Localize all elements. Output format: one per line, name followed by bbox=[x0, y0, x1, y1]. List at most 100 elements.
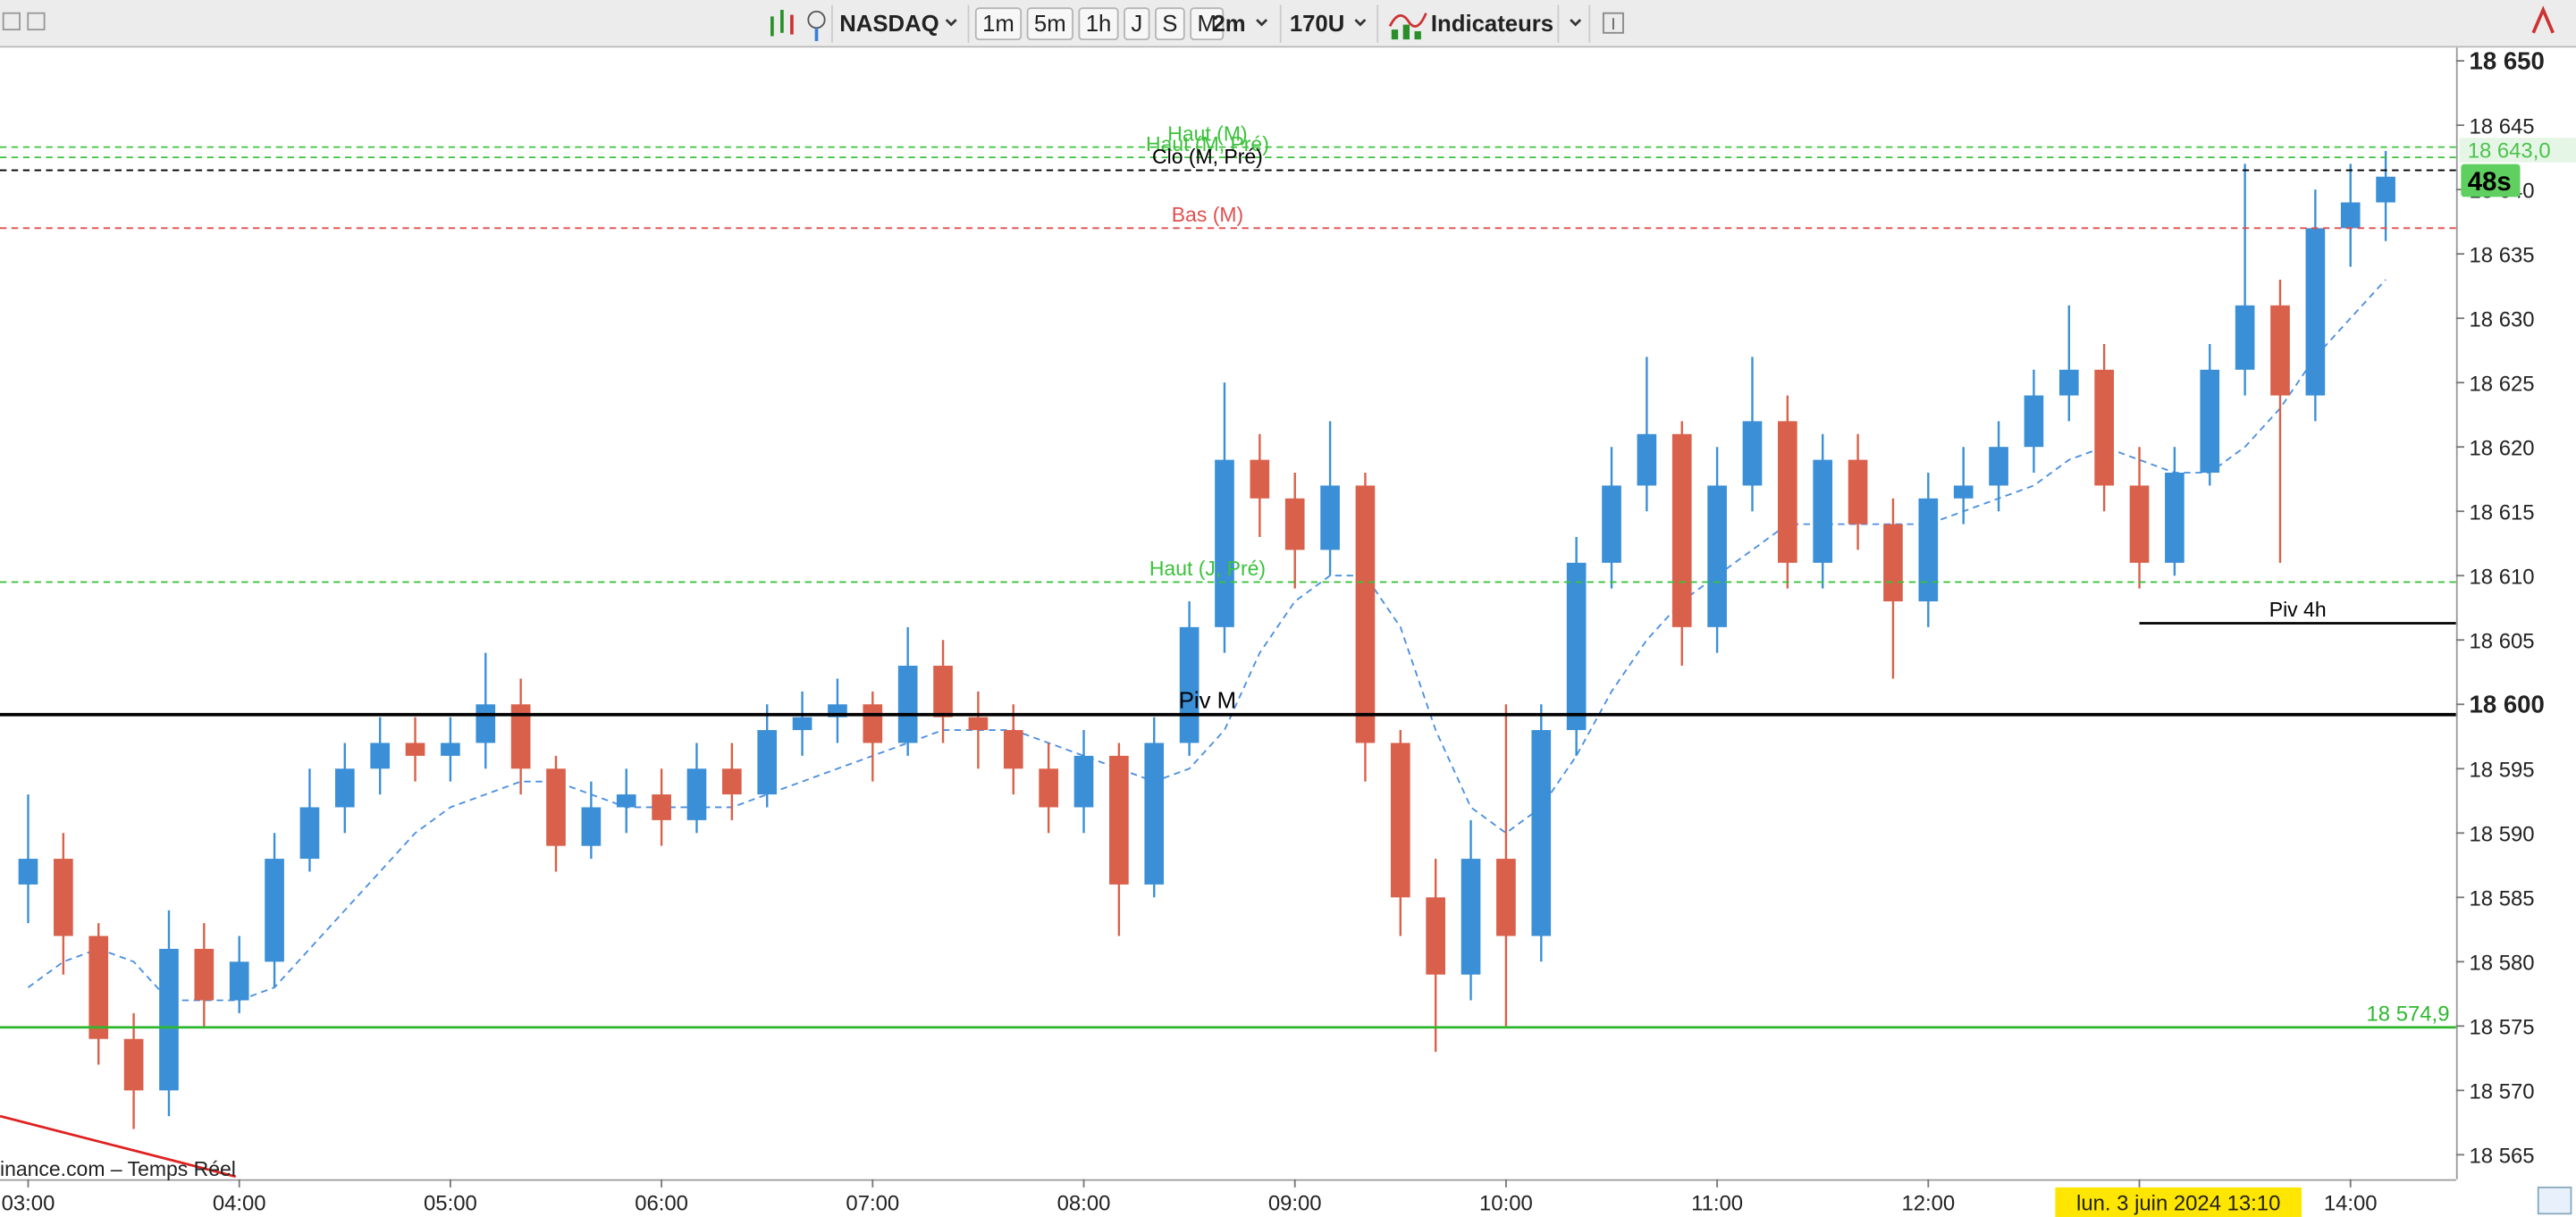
last-price-label: 18 643,0 bbox=[2468, 138, 2551, 163]
y-tick-label: 18 595 bbox=[2470, 758, 2535, 782]
candle-body bbox=[2058, 369, 2079, 396]
y-tick-label: 18 580 bbox=[2470, 951, 2535, 975]
candle-body bbox=[1215, 459, 1234, 627]
candle-body bbox=[616, 794, 636, 808]
info-button[interactable] bbox=[1602, 12, 1624, 34]
x-tick-label: 05:00 bbox=[424, 1192, 477, 1216]
candle-body bbox=[229, 961, 249, 1001]
countdown-box bbox=[2461, 164, 2521, 197]
trendline bbox=[0, 1114, 237, 1179]
candle-body bbox=[510, 704, 531, 769]
dropdown-arrow[interactable] bbox=[1570, 19, 1582, 27]
candle-body bbox=[1989, 447, 2008, 486]
candle-body bbox=[334, 768, 355, 808]
candle-body bbox=[1426, 897, 1446, 975]
x-tick-label: 08:00 bbox=[1057, 1192, 1111, 1216]
candle-body bbox=[88, 936, 109, 1039]
candle-body bbox=[2305, 228, 2326, 396]
y-tick-label: 18 610 bbox=[2470, 565, 2535, 589]
candle-body bbox=[2200, 369, 2220, 474]
candle-body bbox=[1637, 433, 1657, 486]
candle-body bbox=[159, 948, 179, 1091]
candle-body bbox=[1953, 485, 1974, 499]
candle-body bbox=[1742, 421, 1763, 486]
x-tick-label: 03:00 bbox=[2, 1192, 55, 1216]
window-button[interactable] bbox=[2, 12, 21, 31]
period-button[interactable] bbox=[1155, 7, 1185, 41]
candle-body bbox=[933, 666, 953, 718]
candle-body bbox=[1602, 485, 1621, 563]
candle-body bbox=[968, 717, 989, 731]
candle-body bbox=[1003, 730, 1023, 769]
interval-selector[interactable]: 2m bbox=[1212, 12, 1245, 37]
x-tick-label: 11:00 bbox=[1691, 1192, 1743, 1216]
candle-body bbox=[652, 794, 671, 820]
indicators-button[interactable]: Indicateurs bbox=[1431, 12, 1553, 37]
x-tick-label: 14:00 bbox=[2324, 1192, 2378, 1216]
period-button[interactable] bbox=[974, 7, 1023, 41]
alert-icon[interactable] bbox=[2531, 5, 2555, 34]
candle-body bbox=[123, 1038, 144, 1091]
candle-body bbox=[1179, 626, 1200, 743]
period-label: 5m bbox=[1034, 12, 1066, 37]
candle-body bbox=[2235, 305, 2255, 370]
x-tick-label: 06:00 bbox=[635, 1192, 688, 1216]
candle-body bbox=[18, 859, 38, 885]
price-level-label: Haut (J, Pré) bbox=[1149, 557, 1266, 580]
period-label: S bbox=[1162, 12, 1177, 37]
x-tick-label: 04:00 bbox=[213, 1192, 266, 1216]
plot: Haut (M)Haut (M, Pré)Clo (M, Pré) Bas (M)… bbox=[0, 122, 2456, 1179]
watermark: inance.com – Temps Réel bbox=[0, 1157, 236, 1180]
symbol-selector[interactable]: NASDAQ bbox=[839, 12, 939, 37]
y-tick-label: 18 615 bbox=[2470, 500, 2535, 525]
period-label: M bbox=[1198, 12, 1216, 37]
y-tick-label: 18 585 bbox=[2470, 886, 2535, 911]
period-button[interactable] bbox=[1190, 7, 1225, 41]
toolbar bbox=[0, 0, 2576, 46]
period-label: J bbox=[1131, 12, 1142, 37]
price-level-label: Piv 4h bbox=[2269, 598, 2327, 621]
crosshair-time-label: lun. 3 juin 2024 13:10 bbox=[2076, 1192, 2280, 1216]
y-tick-label: 18 650 bbox=[2470, 46, 2545, 74]
dropdown-arrow bbox=[1256, 19, 1268, 27]
price-level-value: 18 574,9 bbox=[2367, 1002, 2450, 1026]
price-level-label: Bas (M) bbox=[1172, 203, 1243, 226]
x-tick-label: 10:00 bbox=[1479, 1192, 1533, 1216]
candle-body bbox=[1250, 459, 1270, 499]
candle-body bbox=[1144, 743, 1165, 885]
toolbar-icons bbox=[770, 4, 833, 43]
scroll-button[interactable] bbox=[2537, 1186, 2572, 1215]
candle-body bbox=[863, 704, 883, 743]
candle-body bbox=[54, 859, 73, 936]
candle-body bbox=[299, 807, 320, 860]
candle-body bbox=[2270, 305, 2290, 396]
candle-body bbox=[1073, 755, 1094, 808]
window-button[interactable] bbox=[27, 12, 46, 31]
candle-body bbox=[1566, 562, 1587, 731]
candle-body bbox=[1883, 524, 1903, 602]
candle-body bbox=[2094, 369, 2114, 486]
candle-body bbox=[722, 768, 742, 795]
period-button[interactable] bbox=[1026, 7, 1073, 41]
candle-body bbox=[1496, 859, 1516, 936]
candle-body bbox=[581, 807, 602, 846]
y-tick-label: 18 590 bbox=[2470, 822, 2535, 846]
period-button[interactable] bbox=[1078, 7, 1119, 41]
period-button[interactable] bbox=[1124, 7, 1150, 41]
x-tick-label: 12:00 bbox=[1901, 1192, 1955, 1216]
candle-body bbox=[792, 717, 812, 731]
candle-body bbox=[1778, 421, 1797, 563]
price-axis bbox=[2455, 47, 2576, 1217]
y-tick-label: 18 605 bbox=[2470, 629, 2535, 653]
candle-body bbox=[546, 768, 566, 846]
price-level-label: Haut (M, Pré) bbox=[1146, 132, 1269, 155]
candle-body bbox=[1671, 433, 1692, 627]
candle-body bbox=[2024, 395, 2044, 448]
candle-body bbox=[1109, 755, 1129, 885]
units-selector[interactable]: 170U bbox=[1290, 12, 1344, 37]
y-tick-label: 18 630 bbox=[2470, 307, 2535, 332]
candle-body bbox=[897, 666, 918, 743]
y-tick-label: 18 645 bbox=[2470, 114, 2535, 138]
